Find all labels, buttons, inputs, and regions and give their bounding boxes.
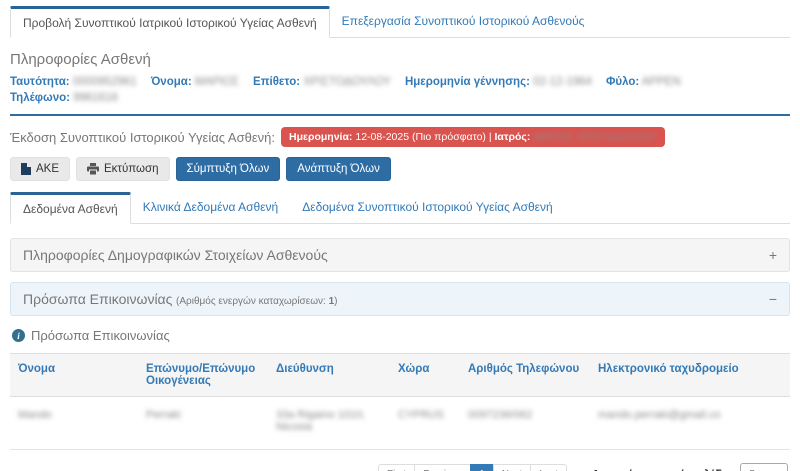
per-page-label: Αντικείμενα ανά σελίδα: (591, 468, 734, 471)
contacts-subtitle: i Πρόσωπα Επικοινωνίας (12, 328, 790, 343)
field-gender-value: ΑΡΡΕΝ (641, 76, 681, 88)
chevron-down-icon: ▼ (773, 470, 782, 471)
tab-edit-summary[interactable]: Επεξεργασία Συνοπτικού Ιστορικού Ασθενού… (341, 14, 585, 28)
secondary-tab-bar: Δεδομένα Ασθενή Κλινικά Δεδομένα Ασθενή … (10, 191, 790, 224)
main-tab-bar: Προβολή Συνοπτικού Ιατρικού Ιστορικού Υγ… (10, 5, 790, 38)
pager-next-button[interactable]: Next (492, 464, 532, 471)
plus-icon[interactable]: + (768, 247, 777, 263)
pagination-row: First Previous 1 Next Last Αντικείμενα α… (10, 463, 788, 471)
tab-clinical-data[interactable]: Κλινικά Δεδομένα Ασθενή (142, 200, 279, 214)
cell-address: 33a Rigaino 1010, Nicosia (268, 396, 390, 450)
field-first-name: Όνομα: ΜΑΡΙΟΣ (150, 76, 240, 88)
col-country: Χώρα (390, 353, 460, 397)
cell-name: Mando (10, 396, 138, 450)
toolbar: ΑΚΕ Εκτύπωση Σύμπτυξη Όλων Ανάπτυξη Όλων (10, 157, 790, 181)
table-header-row: Όνομα Επώνυμο/Επώνυμο Οικογένειας Διεύθυ… (10, 353, 790, 397)
cell-phone: 0097236/062 (460, 396, 590, 450)
field-phone-value: 9961616 (73, 92, 118, 104)
info-icon: i (12, 329, 25, 342)
field-first-name-value: ΜΑΡΙΟΣ (194, 76, 240, 88)
field-gender: Φύλο: ΑΡΡΕΝ (605, 76, 681, 88)
accordion-contacts[interactable]: Πρόσωπα Επικοινωνίας (Αριθμός ενεργών κα… (10, 282, 790, 316)
tab-patient-data[interactable]: Δεδομένα Ασθενή (10, 192, 131, 224)
ake-button[interactable]: ΑΚΕ (10, 157, 71, 181)
pager-last-button[interactable]: Last (530, 464, 568, 471)
printer-icon (87, 163, 100, 175)
col-surname: Επώνυμο/Επώνυμο Οικογένειας (138, 353, 268, 397)
issue-row: Έκδοση Συνοπτικού Ιστορικού Υγείας Ασθεν… (10, 127, 790, 147)
pager: First Previous 1 Next Last (377, 464, 568, 471)
expand-all-button[interactable]: Ανάπτυξη Όλων (286, 157, 391, 181)
cell-email: mando.perraki@gmail.co (590, 396, 790, 450)
pager-page-1-button[interactable]: 1 (470, 464, 494, 471)
field-phone: Τηλέφωνο: 9961616 (10, 92, 118, 104)
col-name: Όνομα (10, 353, 138, 397)
table-row: Mando Perraki 33a Rigaino 1010, Nicosia … (10, 396, 790, 450)
print-button[interactable]: Εκτύπωση (76, 157, 170, 181)
pager-first-button[interactable]: First (377, 464, 416, 471)
divider-blue-top (10, 114, 790, 116)
col-email: Ηλεκτρονικό ταχυδρομείο (590, 353, 790, 397)
field-identity: Ταυτότητα: 0000952961 (10, 76, 137, 88)
pager-previous-button[interactable]: Previous (414, 464, 472, 471)
field-identity-value: 0000952961 (72, 76, 137, 88)
per-page-select[interactable]: 5 ▼ (740, 463, 788, 471)
accordion-demographics[interactable]: Πληροφορίες Δημογραφικών Στοιχείων Ασθεν… (10, 238, 790, 272)
cell-surname: Perraki (138, 396, 268, 450)
field-last-name: Επίθετο: ΧΡΙΣΤΟΔΟΥΛΟΥ (253, 76, 391, 88)
collapse-all-button[interactable]: Σύμπτυξη Όλων (175, 157, 281, 181)
contacts-table: Όνομα Επώνυμο/Επώνυμο Οικογένειας Διεύθυ… (10, 353, 790, 450)
col-phone: Αριθμός Τηλεφώνου (460, 353, 590, 397)
tab-summary-data[interactable]: Δεδομένα Συνοπτικού Ιστορικού Υγείας Ασθ… (302, 200, 553, 214)
col-address: Διεύθυνση (268, 353, 390, 397)
issue-label: Έκδοση Συνοπτικού Ιστορικού Υγείας Ασθεν… (10, 129, 275, 145)
patient-info-heading: Πληροφορίες Ασθενή (10, 51, 151, 68)
minus-icon[interactable]: − (768, 291, 777, 307)
tab-view-summary[interactable]: Προβολή Συνοπτικού Ιατρικού Ιστορικού Υγ… (10, 6, 330, 38)
file-icon (21, 163, 31, 175)
field-last-name-value: ΧΡΙΣΤΟΔΟΥΛΟΥ (303, 76, 391, 88)
issue-doctor-value: ΜΑΡΙΟΣ ΧΡΙΣΤΟΔΟΥΛΟΥ (533, 131, 657, 143)
cell-country: CYPRUS (390, 396, 460, 450)
patient-fields-row: Ταυτότητα: 0000952961 Όνομα: ΜΑΡΙΟΣ Επίθ… (10, 76, 790, 104)
per-page-control: Αντικείμενα ανά σελίδα: 5 ▼ (591, 463, 788, 471)
field-birth-date-value: 02-12-1964 (533, 76, 592, 88)
field-birth-date: Ημερομηνία γέννησης: 02-12-1964 (404, 76, 592, 88)
issue-badge: Ημερομηνία: 12-08-2025 (Πιο πρόσφατο) | … (280, 127, 665, 147)
